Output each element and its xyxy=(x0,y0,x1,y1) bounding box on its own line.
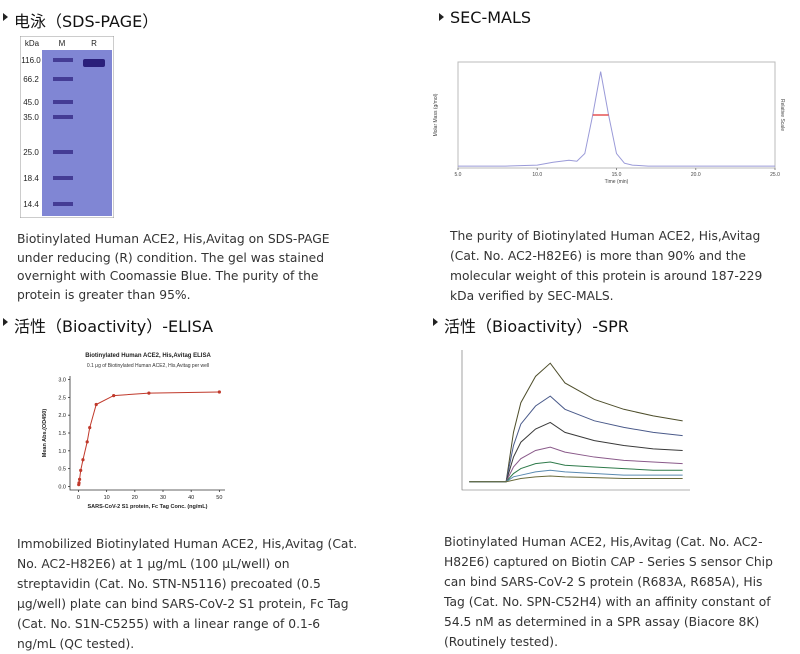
y-tick-label: 3.0 xyxy=(58,378,66,384)
data-point xyxy=(77,477,82,481)
marker-band xyxy=(53,150,73,154)
y-tick-label: 2.5 xyxy=(58,395,66,401)
y-tick-label: 1.5 xyxy=(58,431,66,437)
marker-band xyxy=(53,77,73,81)
marker-label: 35.0 xyxy=(23,113,39,122)
spr-chart xyxy=(461,350,690,491)
data-point xyxy=(112,393,116,398)
y-tick-label: 0.5 xyxy=(58,467,66,473)
lane-header: R xyxy=(91,39,97,48)
panel-title: 活性（Bioactivity）-ELISA xyxy=(2,313,213,337)
marker-band xyxy=(53,202,73,206)
marker-label: 18.4 xyxy=(23,174,39,183)
y-axis-label: Molar Mass (g/mol) xyxy=(433,93,439,136)
y-tick-label: 2.0 xyxy=(58,413,66,419)
sensorgram xyxy=(469,362,683,483)
sec-mals-chart: 5.0 10.0 15.0 20.0 25.0 Time (min) Molar Mass … xyxy=(433,61,785,185)
x-tick-label: 10 xyxy=(104,495,110,501)
data-point xyxy=(77,481,81,485)
sensorgram xyxy=(469,475,683,483)
marker-label: 25.0 xyxy=(23,148,39,157)
data-point xyxy=(147,391,151,395)
y-tick-label: 0.0 xyxy=(58,484,66,490)
sensorgram xyxy=(469,461,683,483)
gel-figure: kDa M R 116.0 66.2 45.0 35.0 25.0 18.4 14.4 xyxy=(20,36,114,218)
marker-band xyxy=(53,100,73,104)
marker-label: 116.0 xyxy=(21,56,41,65)
x-tick-label: 20.0 xyxy=(691,172,701,178)
data-point xyxy=(85,440,89,444)
sensorgram xyxy=(469,421,683,483)
lane-header: M xyxy=(59,39,66,48)
data-point xyxy=(217,390,221,394)
marker-label: 45.0 xyxy=(23,98,39,107)
data-point xyxy=(79,468,83,473)
x-tick-label: 20 xyxy=(132,495,138,501)
x-tick-label: 5.0 xyxy=(455,172,462,178)
x-axis-label: SARS-CoV-2 S1 protein, Fc Tag Conc. (ng/… xyxy=(88,504,208,510)
gel-body xyxy=(42,50,112,216)
series-line xyxy=(458,71,775,167)
marker-band xyxy=(53,176,73,180)
data-point xyxy=(88,426,92,430)
x-tick-label: 40 xyxy=(188,495,194,501)
data-point xyxy=(94,402,98,407)
sensorgram xyxy=(469,395,683,483)
caption: Biotinylated Human ACE2, His,Avitag (Cat… xyxy=(444,535,773,649)
x-tick-label: 10.0 xyxy=(532,172,542,178)
marker-band xyxy=(53,58,73,62)
marker-band xyxy=(53,115,73,119)
caption: Immobilized Biotinylated Human ACE2, His… xyxy=(17,537,358,651)
x-tick-label: 50 xyxy=(216,495,222,501)
caption: Biotinylated Human ACE2, His,Avitag on S… xyxy=(17,232,330,302)
sensorgram xyxy=(469,469,683,483)
caption: The purity of Biotinylated Human ACE2, H… xyxy=(450,229,763,303)
fit-curve xyxy=(78,391,220,485)
panel-title: 电泳（SDS-PAGE） xyxy=(2,8,158,32)
y2-axis-label: Relative Scale xyxy=(779,99,785,131)
axes xyxy=(461,350,690,491)
x-tick-label: 25.0 xyxy=(770,172,780,178)
chart-subtitle: 0.1 μg of Biotinylated Human ACE2, His,A… xyxy=(87,363,209,369)
lane-header: kDa xyxy=(25,39,40,48)
chart-title: Biotinylated Human ACE2, His,Avitag ELIS… xyxy=(85,353,211,359)
sensorgram xyxy=(469,446,683,483)
axes xyxy=(69,376,225,491)
sample-band xyxy=(83,59,105,67)
data-point xyxy=(81,458,85,462)
x-tick-label: 15.0 xyxy=(612,172,622,178)
elisa-chart: Biotinylated Human ACE2, His,Avitag ELIS… xyxy=(42,353,225,510)
panel-title: SEC-MALS xyxy=(438,8,532,27)
x-tick-label: 0 xyxy=(77,495,80,501)
marker-label: 66.2 xyxy=(23,75,39,84)
x-axis-label: Time (min) xyxy=(605,179,629,185)
y-axis-label: Mean Abs.(OD450) xyxy=(42,409,48,458)
page: 电泳（SDS-PAGE） SEC-MALS 活性（Bioactivity）-EL… xyxy=(2,8,785,651)
panel-title: 活性（Bioactivity）-SPR xyxy=(433,313,629,337)
x-tick-label: 30 xyxy=(160,495,166,501)
y-tick-label: 1.0 xyxy=(58,449,66,455)
marker-label: 14.4 xyxy=(23,200,39,209)
